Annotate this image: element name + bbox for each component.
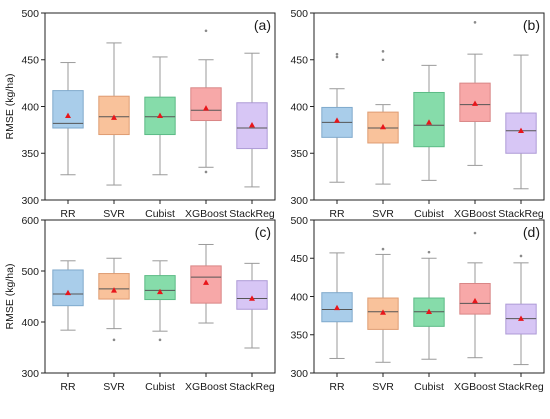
outlier-point: [382, 248, 385, 251]
outlier-point: [382, 50, 385, 53]
box-stackreg: [506, 55, 536, 189]
x-tick-label: StackReg: [229, 381, 275, 393]
panel-d: 300 350 400 450 500 RR SVR Cubist XGBoost StackRe…: [290, 215, 544, 393]
x-tick-label: XGBoost: [454, 208, 496, 220]
box-svr: [368, 248, 398, 363]
x-tick-label: Cubist: [414, 208, 444, 220]
box-cubist: [145, 57, 175, 175]
x-tick-label: SVR: [372, 381, 394, 393]
box-stackreg: [237, 53, 267, 187]
iqr-box: [145, 276, 175, 300]
box-xgboost: [191, 244, 221, 323]
y-tick-label: 450: [21, 55, 39, 67]
x-tick-label: RR: [329, 208, 345, 220]
y-tick-label: 400: [21, 101, 39, 113]
box-rr: [53, 63, 83, 175]
panel-label: (a): [254, 17, 271, 33]
outlier-point: [382, 58, 385, 61]
outlier-point: [336, 53, 339, 56]
y-tick-label: 300: [21, 368, 39, 380]
x-tick-label: RR: [329, 381, 345, 393]
x-tick-label: SVR: [372, 208, 394, 220]
box-xgboost: [191, 29, 221, 173]
x-tick-label: Cubist: [145, 208, 175, 220]
outlier-point: [205, 171, 208, 174]
y-tick-label: 500: [290, 215, 308, 227]
outlier-point: [474, 21, 477, 24]
x-tick-label: StackReg: [229, 208, 275, 220]
y-tick-label: 350: [290, 148, 308, 160]
box-svr: [368, 50, 398, 184]
outlier-point: [336, 56, 339, 59]
box-stackreg: [506, 255, 536, 365]
outlier-point: [520, 255, 523, 258]
y-tick-label: 300: [290, 195, 308, 207]
y-tick-label: 500: [290, 8, 308, 20]
box-rr: [322, 53, 352, 182]
x-tick-label: RR: [60, 381, 76, 393]
y-tick-label: 300: [21, 195, 39, 207]
panel-b: 300 350 400 450 500 RR SVR Cubist XGBoost StackRe…: [290, 8, 544, 220]
box-xgboost: [460, 232, 490, 358]
outlier-point: [474, 232, 477, 235]
outlier-point: [205, 29, 208, 32]
box-xgboost: [460, 21, 490, 165]
box-cubist: [145, 261, 175, 341]
y-tick-label: 450: [290, 253, 308, 265]
y-tick-label: 350: [290, 330, 308, 342]
panel-a: 300 350 400 450 500 RMSE (kg/ha) RR SVR Cubist XG…: [4, 8, 275, 220]
y-tick-label: 400: [290, 101, 308, 113]
x-tick-label: SVR: [103, 381, 125, 393]
y-tick-label: 400: [290, 291, 308, 303]
x-tick-label: StackReg: [498, 208, 544, 220]
x-tick-label: Cubist: [414, 381, 444, 393]
x-tick-label: XGBoost: [185, 208, 227, 220]
y-axis-label: RMSE (kg/ha): [4, 74, 16, 140]
x-tick-label: StackReg: [498, 381, 544, 393]
outlier-point: [428, 251, 431, 254]
box-cubist: [414, 251, 444, 359]
iqr-box: [99, 274, 129, 300]
panel-label: (c): [255, 224, 271, 240]
y-tick-label: 350: [21, 148, 39, 160]
iqr-box: [53, 270, 83, 306]
box-rr: [53, 261, 83, 330]
x-tick-label: RR: [60, 208, 76, 220]
box-svr: [99, 258, 129, 341]
iqr-box: [191, 88, 221, 121]
x-tick-label: XGBoost: [185, 381, 227, 393]
y-axis-label: RMSE (kg/ha): [4, 264, 16, 330]
iqr-box: [53, 91, 83, 128]
y-tick-label: 500: [21, 8, 39, 20]
y-tick-label: 400: [21, 317, 39, 329]
outlier-point: [113, 339, 116, 342]
y-tick-label: 450: [290, 55, 308, 67]
box-cubist: [414, 65, 444, 180]
panel-label: (b): [523, 17, 540, 33]
x-tick-label: SVR: [103, 208, 125, 220]
x-tick-label: Cubist: [145, 381, 175, 393]
box-rr: [322, 253, 352, 359]
box-svr: [99, 43, 129, 185]
y-tick-label: 300: [290, 368, 308, 380]
box-stackreg: [237, 263, 267, 348]
y-tick-label: 600: [21, 215, 39, 227]
panel-label: (d): [523, 224, 540, 240]
iqr-box: [506, 113, 536, 153]
panel-c: 300 400 500 600 RMSE (kg/ha) RR SVR Cubist XGBoo…: [4, 215, 275, 393]
x-tick-label: XGBoost: [454, 381, 496, 393]
iqr-box: [237, 281, 267, 310]
y-tick-label: 500: [21, 266, 39, 278]
outlier-point: [159, 339, 162, 342]
